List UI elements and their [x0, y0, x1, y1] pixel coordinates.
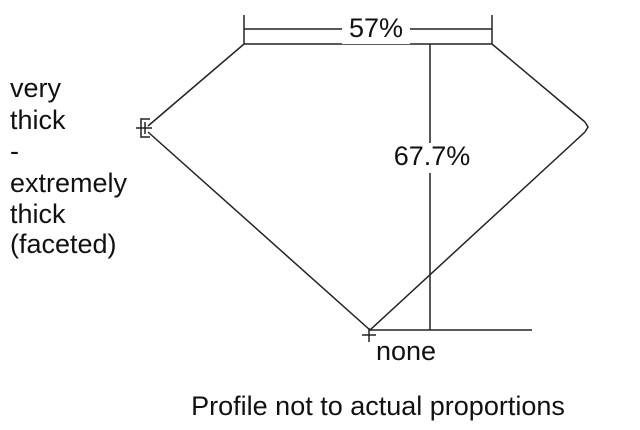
- girdle-label: extremely: [10, 168, 128, 198]
- pavilion-outline: [147, 131, 586, 332]
- caption: Profile not to actual proportions: [191, 391, 565, 421]
- girdle-label: thick: [10, 105, 66, 135]
- label-bg: [342, 14, 410, 44]
- depth-label: 67.7%: [394, 141, 471, 171]
- right-girdle: [584, 121, 589, 133]
- girdle-label: -: [10, 136, 19, 166]
- label-bg: [386, 143, 486, 173]
- crown-outline: [147, 43, 586, 127]
- table-label: 57%: [349, 13, 403, 43]
- girdle-label: very: [10, 73, 62, 103]
- culet-label: none: [376, 336, 436, 366]
- girdle-label: thick: [10, 199, 66, 229]
- girdle-label: (faceted): [10, 229, 117, 259]
